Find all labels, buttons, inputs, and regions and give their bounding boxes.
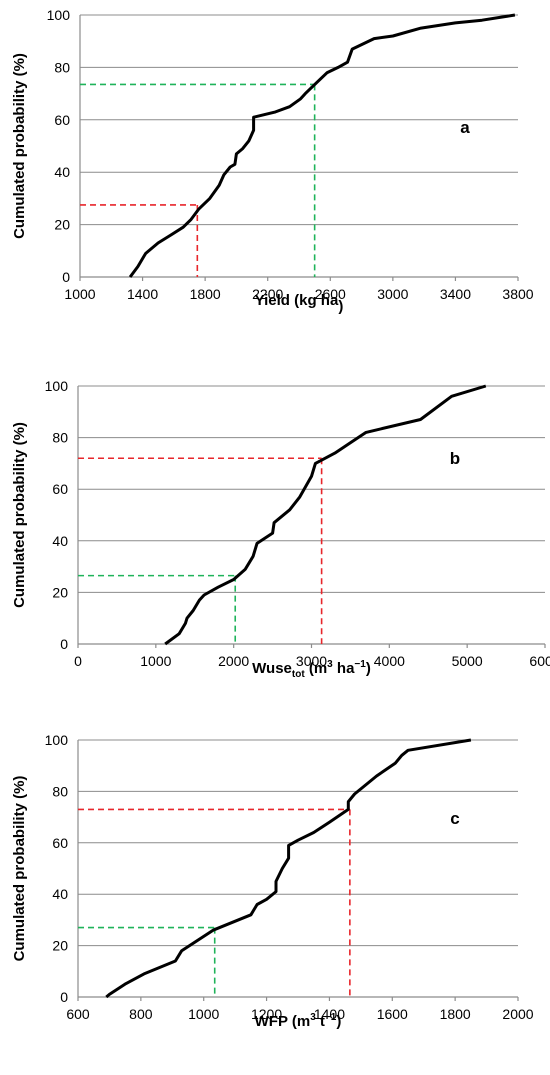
y-tick-label: 0 [62, 269, 70, 285]
x-tick-label: 1000 [188, 1006, 219, 1022]
x-axis-title-superscript: −1 [354, 659, 366, 670]
x-axis-title-text: ) [336, 1013, 341, 1030]
y-tick-label: 0 [60, 989, 68, 1005]
panel-letter: a [460, 118, 470, 137]
x-axis-title-superscript: 3 [310, 1012, 316, 1023]
x-tick-label: 2000 [502, 1006, 533, 1022]
x-tick-label: 800 [129, 1006, 153, 1022]
panel-b: 0204060801000100020003000400050006000bCu… [11, 378, 550, 680]
y-tick-label: 40 [54, 164, 70, 180]
y-tick-label: 80 [52, 783, 68, 799]
x-tick-label: 3000 [377, 286, 408, 302]
y-tick-label: 100 [45, 732, 69, 748]
x-axis-title-text: t [316, 1013, 325, 1030]
x-tick-label: 1400 [314, 1006, 345, 1022]
y-axis-title: Cumulated probability (%) [11, 776, 28, 962]
panel-letter: b [450, 449, 460, 468]
x-axis-title-text: ) [366, 660, 371, 677]
x-tick-label: 5000 [452, 653, 483, 669]
x-tick-label: 3800 [502, 286, 533, 302]
x-tick-label: 1600 [377, 1006, 408, 1022]
y-tick-label: 40 [52, 533, 68, 549]
y-tick-label: 60 [52, 835, 68, 851]
y-tick-label: 100 [47, 7, 71, 23]
x-tick-label: 1000 [140, 653, 171, 669]
y-tick-label: 20 [52, 938, 68, 954]
x-axis-title: Yield (kg ha) [255, 292, 344, 315]
x-axis-title: WFP (m3 t−1) [255, 1012, 342, 1030]
panel-c: 0 20 40 60 80 100 600 800 1000 1200 1400 1600 1800 20… [11, 732, 534, 1030]
y-axis-title: Cumulated probability (%) [11, 422, 28, 608]
panel-a: 0 20 40 60 80 100 1000 1400 1800 2200 2600 3000 3400… [11, 7, 534, 315]
y-tick-label: 20 [54, 217, 70, 233]
x-tick-label: 0 [74, 653, 82, 669]
x-tick-label: 600 [66, 1006, 90, 1022]
x-axis-title-superscript: −1 [325, 1012, 337, 1023]
y-tick-label: 40 [52, 886, 68, 902]
x-axis-title-text: Wuse [252, 660, 292, 677]
x-axis-title-text: ha [333, 660, 355, 677]
x-axis-title-text: ) [338, 298, 343, 315]
x-axis-title-superscript: 3 [327, 659, 333, 670]
x-tick-label: 6000 [529, 653, 550, 669]
y-tick-label: 80 [52, 430, 68, 446]
cumulative-curve-line [164, 384, 487, 646]
y-tick-label: 20 [52, 584, 68, 600]
x-tick-label: 3000 [296, 653, 327, 669]
cumulative-curve-line [105, 738, 472, 999]
x-tick-label: 3400 [440, 286, 471, 302]
x-tick-label: 1000 [64, 286, 95, 302]
cumulative-curve-line [128, 13, 516, 278]
x-tick-label: 1200 [251, 1006, 282, 1022]
x-axis-title-text: Yield (kg ha [255, 292, 339, 309]
y-axis-title: Cumulated probability (%) [11, 53, 28, 239]
x-tick-label: 1800 [440, 1006, 471, 1022]
y-tick-label: 80 [54, 59, 70, 75]
x-tick-label: 2600 [315, 286, 346, 302]
y-tick-label: 60 [52, 481, 68, 497]
x-tick-label: 1800 [190, 286, 221, 302]
x-axis-title-subscript: tot [292, 669, 305, 680]
panel-letter: c [450, 809, 459, 828]
y-tick-label: 0 [60, 636, 68, 652]
x-tick-label: 1400 [127, 286, 158, 302]
x-axis-title-text: WFP (m [255, 1013, 311, 1030]
x-axis-title: Wusetot (m3 ha−1) [252, 659, 371, 680]
x-tick-label: 2200 [252, 286, 283, 302]
x-axis-title-text: (m [305, 660, 328, 677]
x-tick-label: 2000 [218, 653, 249, 669]
y-tick-label: 60 [54, 112, 70, 128]
y-tick-label: 100 [45, 378, 69, 394]
x-tick-label: 4000 [374, 653, 405, 669]
